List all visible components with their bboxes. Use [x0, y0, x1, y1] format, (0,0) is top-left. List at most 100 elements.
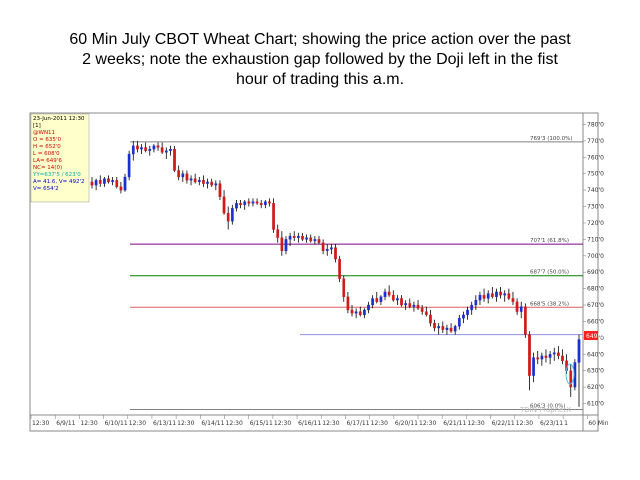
- candle-body: [449, 327, 453, 332]
- y-tick-label: 620'0: [587, 384, 604, 391]
- caption-line-2: 2 weeks; note the exhaustion gap followe…: [82, 51, 558, 68]
- candle-body: [321, 242, 325, 252]
- x-tick-label: 6/16/11: [298, 420, 321, 427]
- candle-body: [540, 355, 544, 360]
- x-tick-label: 12:30: [226, 420, 243, 427]
- candle-body: [103, 178, 106, 184]
- x-tick-label: 1: [564, 420, 568, 427]
- candle-body: [416, 304, 420, 309]
- x-tick-label: 12:30: [32, 420, 49, 427]
- x-tick-label: 6/15/11: [250, 420, 273, 427]
- fib-level-label: 687'7 (50.0%): [530, 270, 569, 276]
- candle-body: [383, 291, 387, 297]
- info-line: NC= 14(0): [33, 165, 62, 171]
- last-price-marker: 649'0: [584, 331, 603, 340]
- watermark: TDIN ProphetX: [519, 406, 571, 414]
- x-tick-label: 6/23/11: [540, 420, 563, 427]
- info-line: YY=637'5 / 623'0: [32, 172, 81, 178]
- candle-body: [400, 298, 403, 306]
- doji-highlight-circle: [565, 363, 575, 385]
- x-tick-label: 12:30: [274, 420, 291, 427]
- candle-body: [173, 148, 176, 171]
- candle-body: [371, 298, 374, 306]
- candle-body: [259, 203, 263, 206]
- fib-level-label: 668'5 (38.2%): [530, 301, 569, 307]
- x-tick-label: 6/22/11: [492, 420, 515, 427]
- candle-body: [358, 311, 362, 316]
- candle-body: [482, 295, 486, 299]
- candle-body: [177, 170, 181, 178]
- info-line: H = 652'0: [33, 144, 61, 150]
- candle-body: [424, 311, 428, 316]
- x-tick-label: 6/20/11: [395, 420, 418, 427]
- candle-body: [280, 237, 284, 252]
- candle-body: [301, 235, 304, 240]
- candle-body: [511, 298, 515, 302]
- candle-body: [255, 201, 259, 204]
- candle-body: [115, 180, 119, 188]
- candle-body: [309, 237, 313, 242]
- candle-body: [391, 295, 395, 301]
- candle-body: [193, 178, 197, 183]
- x-tick-label: 6/17/11: [346, 420, 369, 427]
- candle-body: [577, 339, 581, 363]
- candle-body: [552, 352, 556, 355]
- candle-body: [214, 183, 218, 186]
- candle-body: [330, 247, 333, 250]
- candle-body: [495, 291, 498, 297]
- candle-body: [197, 180, 201, 183]
- candle-body: [342, 278, 346, 297]
- candle-body: [107, 178, 110, 183]
- candle-body: [152, 145, 156, 150]
- candle-body: [98, 180, 102, 184]
- candle-body: [420, 308, 424, 312]
- last-price-box: [584, 331, 598, 340]
- candle-body: [144, 147, 148, 151]
- candle-body: [478, 295, 482, 301]
- candle-body: [90, 181, 94, 186]
- y-tick-label: 760'0: [587, 154, 604, 161]
- candle-body: [181, 173, 185, 178]
- candle-body: [292, 235, 296, 238]
- y-tick-label: 610'0: [587, 401, 604, 408]
- candlesticks: [90, 140, 581, 407]
- candle-body: [218, 183, 222, 197]
- candle-body: [140, 147, 143, 150]
- y-tick-label: 740'0: [587, 187, 604, 194]
- info-line: 23-Jun-2011 12:30: [33, 116, 85, 122]
- candle-body: [379, 296, 383, 302]
- candle-body: [462, 314, 465, 319]
- y-tick-label: 750'0: [587, 171, 604, 178]
- candle-body: [230, 208, 234, 222]
- candle-body: [202, 180, 205, 184]
- candle-body: [243, 201, 247, 206]
- candle-body: [441, 326, 445, 330]
- candle-body: [466, 309, 469, 316]
- candle-body: [519, 306, 523, 312]
- x-tick-label: 12:30: [322, 420, 339, 427]
- candle-body: [206, 181, 209, 184]
- candle-body: [367, 304, 370, 311]
- candle-body: [437, 326, 441, 329]
- candle-body: [226, 212, 230, 222]
- y-tick-label: 690'0: [587, 269, 604, 276]
- chart-frame: [29, 112, 599, 432]
- candle-body: [429, 314, 432, 324]
- candle-body: [272, 203, 275, 230]
- candle-body: [396, 298, 399, 301]
- candle-body: [354, 311, 358, 314]
- price-axis: 780'0 770'0 760'0 750'0 740'0 730'0 720'0 710'0…: [583, 121, 604, 408]
- fib-level-label: 606'3 (0.0%): [530, 403, 566, 409]
- candle-body: [288, 235, 292, 240]
- time-axis: 12:30 6/9/11 12:30 6/10/11 12:30 6/13/11 12:30…: [30, 415, 609, 427]
- x-tick-label: 12:30: [419, 420, 436, 427]
- candle-body: [490, 293, 494, 297]
- candle-body: [557, 352, 560, 357]
- candle-body: [169, 148, 172, 151]
- candle-body: [185, 173, 189, 181]
- info-line: @WN11: [33, 130, 55, 136]
- candle-body: [210, 181, 214, 186]
- caption-line-1: 60 Min July CBOT Wheat Chart; showing th…: [69, 31, 571, 48]
- info-line: L = 608'0: [33, 151, 60, 157]
